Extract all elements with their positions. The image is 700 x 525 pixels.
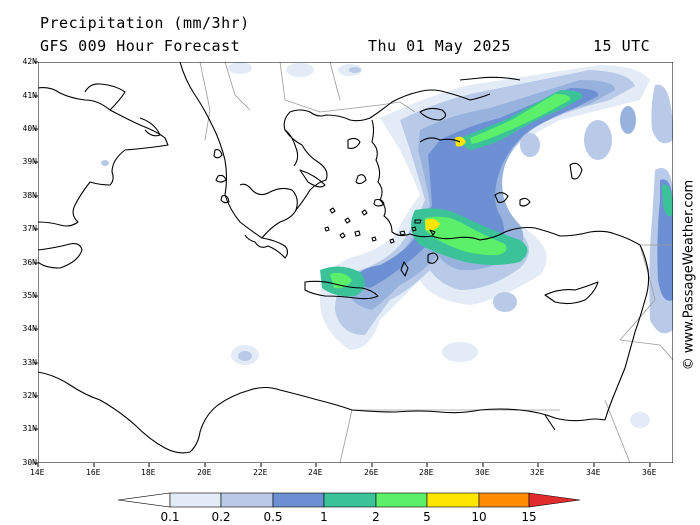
lat-label-40n: 40N bbox=[22, 124, 37, 133]
lat-label-33n: 33N bbox=[22, 358, 37, 367]
lat-label-30n: 30N bbox=[22, 458, 37, 467]
forecast-date: Thu 01 May 2025 bbox=[368, 37, 511, 55]
lon-label-28e: 28E bbox=[419, 468, 434, 477]
lon-label-34e: 34E bbox=[586, 468, 601, 477]
watermark: © www.PassageWeather.com bbox=[681, 179, 697, 371]
forecast-label: GFS 009 Hour Forecast bbox=[40, 37, 241, 55]
lat-label-39n: 39N bbox=[22, 157, 37, 166]
lat-label-36n: 36N bbox=[22, 258, 37, 267]
lon-label-18e: 18E bbox=[141, 468, 156, 477]
lat-label-32n: 32N bbox=[22, 391, 37, 400]
legend-label-10: 10 bbox=[471, 510, 487, 524]
coastlines bbox=[38, 62, 650, 454]
legend-label-1: 1 bbox=[320, 510, 328, 524]
header-title: Precipitation (mm/3hr) bbox=[40, 14, 250, 32]
country-borders bbox=[199, 62, 673, 463]
lat-label-37n: 37N bbox=[22, 224, 37, 233]
legend-colorbar bbox=[117, 492, 581, 508]
legend-label-0-2: 0.2 bbox=[211, 510, 231, 524]
lon-label-30e: 30E bbox=[475, 468, 490, 477]
legend-label-15: 15 bbox=[521, 510, 537, 524]
lat-label-31n: 31N bbox=[22, 424, 37, 433]
lon-label-26e: 26E bbox=[364, 468, 379, 477]
lon-label-20e: 20E bbox=[197, 468, 212, 477]
lon-label-36e: 36E bbox=[642, 468, 657, 477]
legend-label-5: 5 bbox=[423, 510, 431, 524]
axis-ticks bbox=[34, 61, 651, 467]
lon-label-14e: 14E bbox=[30, 468, 45, 477]
lat-label-35n: 35N bbox=[22, 291, 37, 300]
lat-label-34n: 34N bbox=[22, 324, 37, 333]
lon-label-22e: 22E bbox=[253, 468, 268, 477]
lat-label-42n: 42N bbox=[22, 57, 37, 66]
legend-label-0-5: 0.5 bbox=[263, 510, 283, 524]
precip-field bbox=[101, 62, 673, 428]
lon-label-16e: 16E bbox=[86, 468, 101, 477]
forecast-time: 15 UTC bbox=[593, 37, 651, 55]
legend-label-2: 2 bbox=[372, 510, 380, 524]
lon-label-24e: 24E bbox=[308, 468, 323, 477]
lat-label-41n: 41N bbox=[22, 91, 37, 100]
lat-label-38n: 38N bbox=[22, 191, 37, 200]
lon-label-32e: 32E bbox=[530, 468, 545, 477]
legend-label-0-1: 0.1 bbox=[160, 510, 180, 524]
